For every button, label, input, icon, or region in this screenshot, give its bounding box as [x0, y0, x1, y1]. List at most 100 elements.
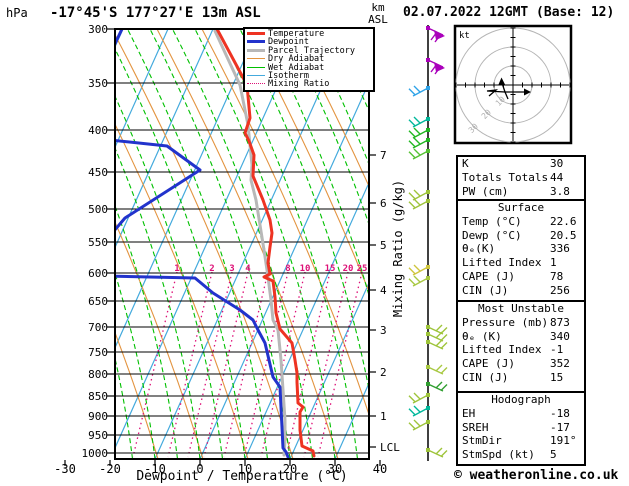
wind-barb-staff [427, 341, 444, 350]
wind-barb [408, 137, 430, 149]
mixing-ratio-value-label: 3 [229, 264, 234, 274]
table-row-label: PW (cm) [462, 184, 509, 198]
isotherm-line [334, 384, 368, 458]
legend-swatch [247, 48, 265, 52]
temperature-tick-label: 0 [196, 462, 204, 476]
temperature-tick-label: 40 [372, 462, 388, 476]
wind-barb-staff [412, 407, 429, 417]
temperature-tick-label: 10 [237, 462, 253, 476]
wind-barb [408, 275, 430, 287]
table-row-label: θₑ(K) [462, 242, 496, 256]
wind-barb [426, 26, 445, 43]
table-row-value: -18 [550, 406, 570, 420]
altitude-axis-unit: km ASL [358, 2, 398, 26]
most-unstable-table: Most Unstable Pressure (mb) 873 θₑ (K) 340 Li… [456, 300, 586, 393]
table-row-value: 20.5 [550, 228, 577, 242]
table-row: Totals Totals 44 [458, 171, 584, 185]
table-row: PW (cm) 3.8 [458, 185, 584, 199]
mixing-ratio-value-label: 8 [285, 264, 290, 274]
wind-barb-ticks [430, 31, 442, 43]
wind-barb-staff [412, 139, 429, 149]
table-row-label: Totals Totals [462, 170, 549, 184]
mixing-ratio-value-label: 2 [209, 264, 214, 274]
wind-barb-staff [412, 129, 429, 139]
wind-barb [408, 85, 430, 97]
hodograph-panel: 10 20 30 kt [453, 24, 573, 145]
pressure-tick-label: 350 [88, 77, 108, 90]
legend-swatch [247, 74, 265, 76]
table-row-value: 5 [550, 448, 557, 462]
wind-barb [408, 127, 430, 139]
legend-item-label: Wet Adiabat [268, 62, 325, 73]
station-title: -17°45'S 177°27'E 13m ASL [50, 5, 261, 21]
wind-barb-staff [427, 383, 444, 392]
wind-barb-staff [412, 394, 429, 404]
wet-adiabat-line [116, 97, 223, 458]
pressure-tick-label: 500 [88, 203, 108, 216]
legend-swatch [247, 32, 265, 35]
wind-barb-staff [412, 200, 429, 210]
legend-item: Temperature [247, 30, 373, 38]
table-row: EH -18 [458, 407, 584, 421]
legend-swatch [247, 83, 265, 85]
wet-adiabat-line [116, 207, 178, 458]
km-tick-label: 7 [380, 149, 387, 162]
pressure-tick-label: 650 [88, 295, 108, 308]
wind-barb [408, 419, 430, 431]
table-row: θₑ (K) 340 [458, 330, 584, 344]
wet-adiabat-line [116, 49, 246, 458]
wind-barb-staff [412, 421, 429, 431]
table-row: CAPE (J) 78 [458, 270, 584, 284]
hodograph-info-table: Hodograph EH -18 SREH -17 StmDir 191° StmSpd (k… [456, 391, 586, 466]
pressure-tick-label: 400 [88, 124, 108, 137]
legend-item: Dry Adiabat [247, 55, 373, 63]
wind-barb-ticks [435, 331, 448, 341]
legend-item-label: Mixing Ratio [268, 79, 330, 90]
temperature-tick-label: -30 [54, 462, 76, 476]
temperature-tick-label: -20 [99, 462, 121, 476]
table-row: CIN (J) 15 [458, 371, 584, 385]
wind-barb [426, 339, 448, 350]
table-row-label: Lifted Index [462, 343, 542, 357]
wind-barb-ticks [408, 405, 421, 416]
wind-barb [426, 447, 448, 458]
table-row-label: StmSpd (kt) [462, 448, 535, 462]
legend-item-label: Temperature [268, 29, 325, 39]
table-row: Temp (°C) 22.6 [458, 215, 584, 229]
hodograph-axes [455, 27, 571, 143]
wind-barb-ticks [408, 264, 421, 275]
table-row-label: Pressure (mb) [462, 315, 549, 329]
pressure-tick-label: 700 [88, 321, 108, 334]
stability-indices-table: K 30 Totals Totals 44 PW (cm) 3.8 [456, 155, 586, 201]
mixing-ratio-line [167, 271, 213, 458]
legend-item-label: Dry Adiabat [268, 54, 325, 65]
legend-swatch [247, 40, 265, 44]
table-row-label: CIN (J) [462, 283, 509, 297]
pressure-tick-label: 950 [88, 429, 108, 442]
axis-ticks [64, 28, 381, 466]
wind-barb-ticks [408, 392, 421, 403]
table-row-value: 3.8 [550, 184, 570, 198]
mixing-ratio-line [203, 271, 249, 458]
wind-barb-staff [427, 366, 444, 375]
pressure-tick-label: 850 [88, 390, 108, 403]
pressure-tick-label: 900 [88, 410, 108, 423]
plot-border [114, 28, 370, 460]
wind-barb-staff [427, 449, 444, 458]
wind-barb-staff [412, 191, 429, 201]
legend-swatch [247, 66, 265, 68]
table-row-value: -1 [550, 343, 564, 357]
wind-barb-ticks [408, 127, 421, 138]
legend-item-label: Dewpoint [268, 37, 309, 48]
wind-barb-ticks [435, 381, 448, 391]
mixing-ratio-line [317, 271, 363, 458]
wind-barb-ticks [408, 85, 421, 96]
pressure-tick-label: 550 [88, 236, 108, 249]
dry-adiabat-line [116, 223, 204, 458]
dry-adiabat-line [116, 333, 159, 458]
wind-barb [426, 331, 448, 342]
wet-adiabat-line [194, 29, 336, 458]
legend-item-label: Parcel Trajectory [268, 45, 355, 56]
mixing-ratio-line [260, 271, 306, 458]
legend-item-label: Isotherm [268, 70, 309, 81]
